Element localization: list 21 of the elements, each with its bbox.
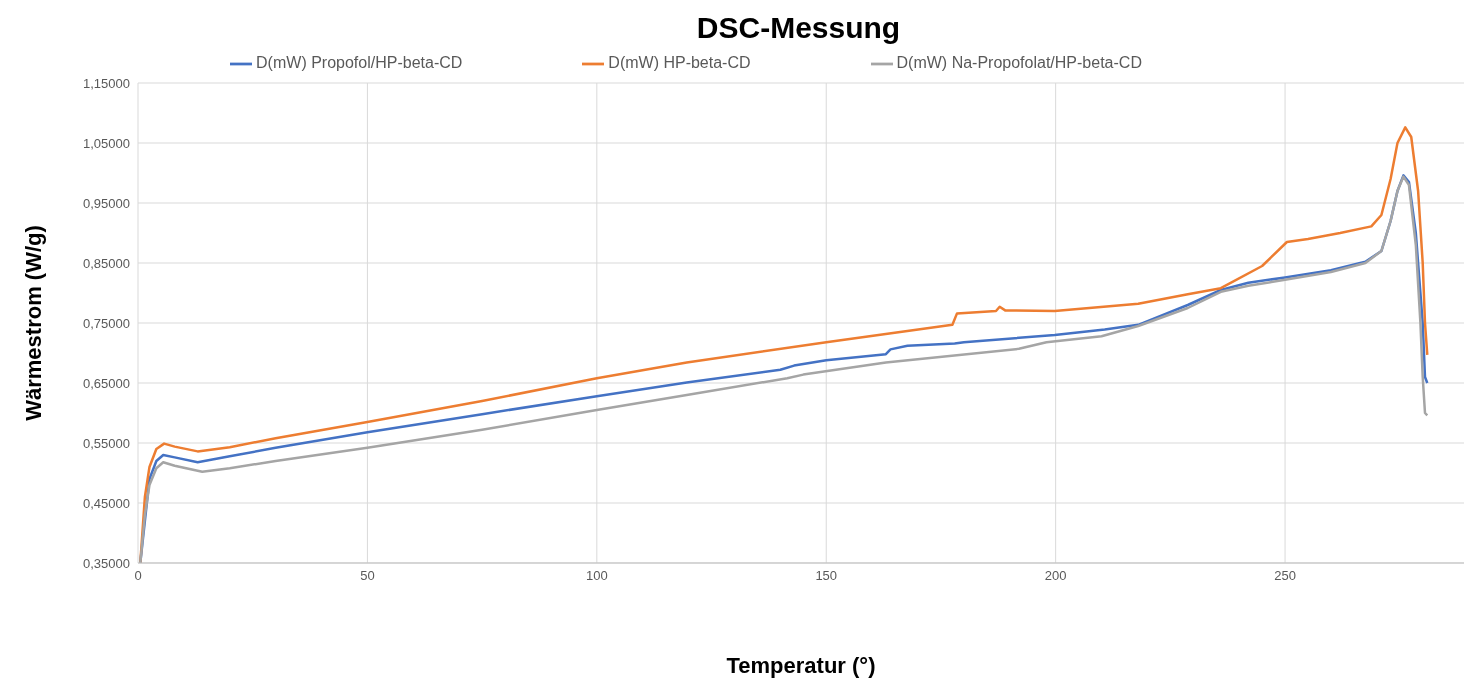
x-tick-label: 200 <box>1044 568 1067 584</box>
y-tick-label: 0,75000 <box>83 315 130 331</box>
y-tick-label: 0,95000 <box>83 195 130 211</box>
chart-title: DSC-Messung <box>695 10 902 46</box>
legend-label: D(mW) HP-beta-CD <box>608 54 751 72</box>
y-tick-label: 0,55000 <box>83 435 130 451</box>
y-tick-label: 0,45000 <box>83 495 130 511</box>
x-tick-label: 150 <box>815 568 838 584</box>
y-tick-label: 0,35000 <box>83 555 130 571</box>
x-tick-label: 50 <box>360 568 375 584</box>
legend-label: D(mW) Na-Propofolat/HP-beta-CD <box>896 54 1142 72</box>
y-tick-label: 1,15000 <box>83 75 130 91</box>
legend-label: D(mW) Propofol/HP-beta-CD <box>256 54 463 72</box>
x-tick-label: 100 <box>585 568 608 584</box>
x-tick-label: 250 <box>1274 568 1296 584</box>
y-axis-title: Wärmestrom (W/g) <box>20 225 46 421</box>
y-tick-label: 0,85000 <box>83 255 130 271</box>
y-tick-label: 1,05000 <box>83 135 130 151</box>
x-axis-title: Temperatur (°) <box>726 653 876 678</box>
y-tick-label: 0,65000 <box>83 375 130 391</box>
x-tick-label: 0 <box>134 568 142 584</box>
